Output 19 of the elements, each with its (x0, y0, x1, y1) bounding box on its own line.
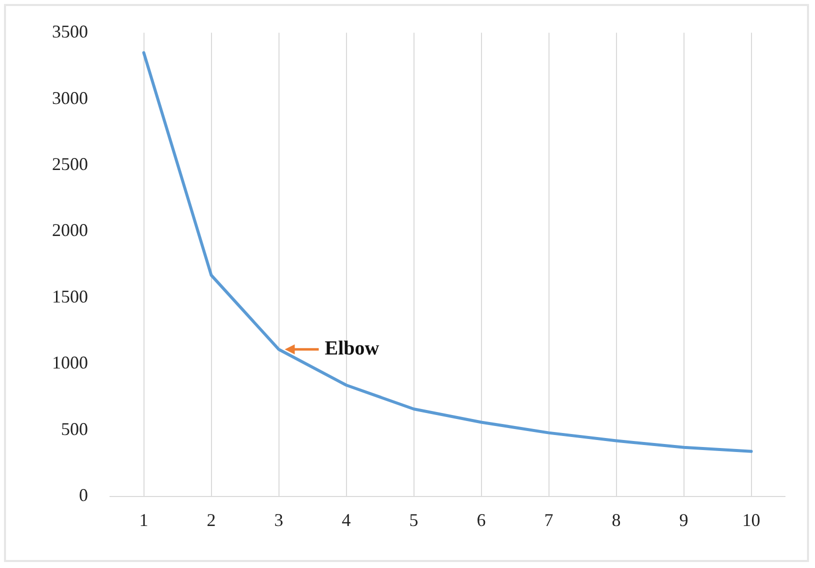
y-tick-label: 1500 (52, 286, 88, 306)
x-tick-label: 7 (544, 510, 554, 530)
x-tick-label: 2 (206, 510, 216, 530)
y-tick-label: 3000 (52, 88, 88, 108)
x-tick-label: 5 (409, 510, 418, 530)
x-tick-label: 3 (274, 510, 284, 530)
y-tick-label: 3500 (52, 22, 88, 42)
y-tick-label: 2500 (52, 154, 88, 174)
y-tick-label: 0 (79, 485, 88, 506)
y-tick-label: 2000 (52, 220, 88, 240)
x-tick-label: 4 (342, 510, 351, 530)
x-tick-label: 1 (139, 510, 148, 530)
x-tick-label: 8 (612, 510, 621, 530)
x-tick-label: 9 (679, 510, 688, 530)
annotation: Elbow (324, 338, 380, 360)
x-tick-label: 6 (476, 510, 486, 530)
y-tick-label: 1000 (52, 352, 88, 373)
x-tick-label: 10 (742, 510, 760, 530)
y-tick-label: 500 (61, 418, 88, 439)
